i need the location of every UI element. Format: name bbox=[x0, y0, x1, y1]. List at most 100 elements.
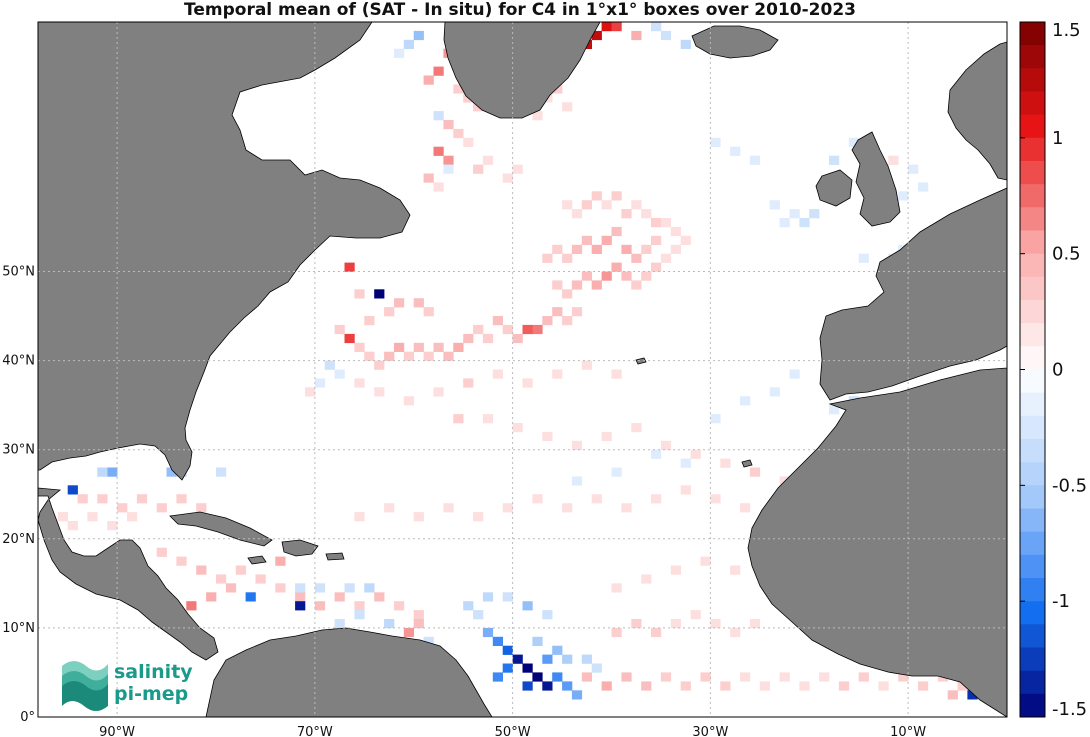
heatmap-cell bbox=[433, 66, 444, 76]
heatmap-cell bbox=[403, 396, 414, 406]
heatmap-cell bbox=[413, 298, 424, 308]
heatmap-cell bbox=[57, 512, 68, 522]
heatmap-cell bbox=[216, 467, 227, 477]
heatmap-cell bbox=[443, 120, 454, 130]
heatmap-cell bbox=[453, 414, 464, 424]
heatmap-cell bbox=[542, 431, 553, 442]
heatmap-cell bbox=[532, 324, 543, 335]
heatmap-cell bbox=[433, 146, 444, 156]
heatmap-cell bbox=[591, 494, 602, 504]
heatmap-cell bbox=[581, 271, 592, 281]
heatmap-cell bbox=[354, 342, 365, 352]
heatmap-cell bbox=[779, 672, 790, 682]
heatmap-cell bbox=[670, 565, 681, 575]
heatmap-cell bbox=[581, 672, 592, 682]
heatmap-cell bbox=[324, 360, 335, 370]
heatmap-cell bbox=[433, 342, 444, 352]
heatmap-cell bbox=[641, 209, 652, 219]
heatmap-cell bbox=[799, 681, 810, 691]
heatmap-cell bbox=[631, 200, 642, 210]
longitude-tick-label: 10°W bbox=[890, 725, 926, 737]
land-ireland bbox=[815, 169, 853, 207]
longitude-tick-label: 90°W bbox=[99, 725, 135, 737]
heatmap-cell bbox=[97, 467, 108, 477]
heatmap-cell bbox=[690, 449, 701, 459]
land-europe-africa bbox=[747, 187, 1007, 717]
heatmap-cell bbox=[611, 191, 622, 201]
heatmap-cell bbox=[680, 458, 691, 468]
heatmap-cell bbox=[295, 601, 306, 611]
heatmap-cell bbox=[482, 627, 494, 638]
heatmap-cell bbox=[364, 583, 375, 593]
colorbar-ticks: 1.5 1 0.5 0 -0.5 -1 -1.5 bbox=[1020, 20, 1087, 720]
heatmap-cell bbox=[829, 405, 840, 415]
heatmap-cell bbox=[562, 253, 573, 263]
land-jamaica bbox=[247, 555, 267, 565]
heatmap-cell bbox=[641, 244, 652, 254]
colorbar-segment bbox=[1020, 693, 1045, 718]
heatmap-cell bbox=[413, 342, 424, 352]
heatmap-cell bbox=[552, 84, 563, 94]
heatmap-cell bbox=[364, 316, 375, 326]
land-south-america bbox=[205, 627, 493, 717]
heatmap-cell bbox=[542, 253, 553, 263]
heatmap-cell bbox=[581, 654, 592, 664]
heatmap-cell bbox=[542, 681, 553, 691]
colorbar-segment bbox=[1020, 647, 1045, 672]
heatmap-cell bbox=[502, 324, 513, 335]
heatmap-cell bbox=[918, 182, 929, 192]
colorbar bbox=[1020, 22, 1045, 718]
colorbar-tick-label: 0.5 bbox=[1052, 244, 1081, 265]
heatmap-cell bbox=[779, 218, 790, 228]
heatmap-cell bbox=[552, 672, 563, 682]
colorbar-segment bbox=[1020, 22, 1045, 46]
heatmap-cell bbox=[591, 191, 602, 201]
heatmap-cell bbox=[384, 503, 395, 513]
colorbar-segment bbox=[1020, 91, 1045, 116]
heatmap-cell bbox=[136, 494, 148, 504]
latitude-tick-label: 0° bbox=[20, 710, 35, 725]
heatmap-cell bbox=[532, 672, 543, 682]
logo-line2: pi-mep bbox=[114, 683, 188, 705]
heatmap-cell bbox=[601, 22, 612, 32]
longitude-tick-label: 50°W bbox=[495, 725, 531, 737]
heatmap-cell bbox=[542, 316, 553, 326]
heatmap-cell bbox=[433, 111, 444, 121]
heatmap-cell bbox=[117, 503, 128, 513]
heatmap-cell bbox=[176, 556, 187, 566]
heatmap-cell bbox=[967, 690, 978, 700]
colorbar-segment bbox=[1020, 230, 1045, 255]
colorbar-segment bbox=[1020, 137, 1045, 162]
heatmap-cell bbox=[710, 494, 721, 504]
heatmap-cell bbox=[601, 431, 612, 442]
colorbar-segment bbox=[1020, 531, 1045, 556]
heatmap-cell bbox=[740, 396, 751, 406]
heatmap-cell bbox=[235, 565, 246, 575]
latitude-ticks: 0° 10°N 20°N 30°N 40°N 50°N bbox=[2, 264, 35, 725]
land-puerto-rico bbox=[325, 552, 345, 561]
heatmap-cell bbox=[354, 610, 365, 620]
heatmap-cell bbox=[522, 601, 533, 611]
heatmap-cell bbox=[601, 200, 612, 210]
heatmap-cell bbox=[453, 84, 464, 94]
heatmap-cell bbox=[334, 619, 345, 629]
colorbar-segment bbox=[1020, 161, 1045, 185]
colorbar-segment bbox=[1020, 207, 1045, 231]
heatmap-cell bbox=[641, 574, 652, 584]
colorbar-segment bbox=[1020, 439, 1045, 463]
heatmap-cell bbox=[403, 627, 414, 638]
heatmap-cell bbox=[601, 271, 612, 281]
heatmap-cell bbox=[532, 111, 543, 121]
heatmap-cell bbox=[522, 681, 533, 691]
heatmap-cell bbox=[354, 601, 365, 611]
colorbar-segment bbox=[1020, 670, 1045, 695]
heatmap-cell bbox=[552, 244, 563, 254]
heatmap-cell bbox=[700, 672, 711, 682]
heatmap-cell bbox=[562, 503, 573, 513]
heatmap-cell bbox=[502, 663, 513, 673]
heatmap-cell bbox=[156, 547, 167, 557]
heatmap-cell bbox=[522, 663, 533, 673]
heatmap-cell bbox=[384, 351, 395, 361]
heatmap-cell bbox=[749, 619, 761, 629]
colorbar-segment bbox=[1020, 485, 1045, 509]
